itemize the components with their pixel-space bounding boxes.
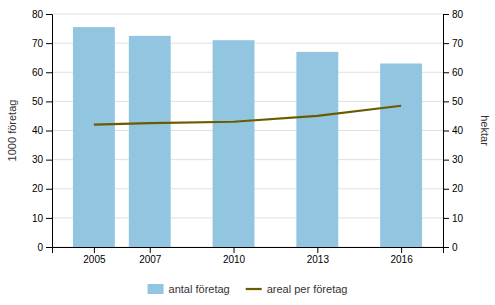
plot: 2005200720102013201601020304050607080010…: [6, 9, 491, 265]
tick-label: 2013: [307, 254, 330, 265]
chart: 2005200720102013201601020304050607080010…: [0, 0, 495, 305]
tick-mark: [46, 247, 52, 248]
tick: 30: [32, 154, 52, 165]
grid-line: [52, 14, 443, 15]
tick-label: 10: [452, 213, 464, 224]
tick: 2005: [83, 247, 106, 265]
bar: [73, 27, 115, 247]
axis-line: [444, 15, 450, 248]
y2-axis-title: hektar: [479, 115, 491, 146]
tick: 2013: [307, 247, 330, 265]
tick: 0: [37, 242, 52, 253]
tick-mark: [46, 131, 52, 132]
tick-mark: [443, 72, 449, 73]
tick-label: 40: [452, 125, 464, 136]
bar: [380, 64, 422, 247]
bar: [296, 52, 338, 247]
tick: 10: [443, 213, 464, 224]
y-axis-title: 1000 företag: [6, 100, 18, 162]
tick-mark: [443, 43, 449, 44]
legend-label: areal per företag: [267, 283, 348, 295]
tick-mark: [443, 131, 449, 132]
tick: 0: [443, 242, 458, 253]
tick-label: 50: [32, 96, 44, 107]
tick-mark: [443, 160, 449, 161]
tick-label: 0: [452, 242, 458, 253]
tick-mark: [46, 14, 52, 15]
tick-label: 80: [32, 9, 44, 20]
bar: [213, 40, 255, 247]
axis-line: [46, 15, 53, 248]
tick-mark: [443, 247, 449, 248]
tick-mark: [46, 72, 52, 73]
tick-mark: [94, 247, 95, 253]
x-axis: 2005 2007 2010 2013 2016: [53, 247, 444, 265]
legend: antal företag areal per företag: [148, 283, 348, 295]
tick-label: 50: [452, 96, 464, 107]
tick-mark: [150, 247, 151, 253]
tick-label: 10: [32, 213, 44, 224]
axis-line: [53, 248, 444, 254]
tick-label: 30: [452, 154, 464, 165]
tick-label: 40: [32, 125, 44, 136]
tick-label: 2016: [390, 254, 413, 265]
tick-mark: [401, 247, 402, 253]
legend-swatch: [148, 284, 164, 294]
tick-label: 60: [452, 67, 464, 78]
line: [94, 106, 401, 125]
tick-label: 20: [32, 183, 44, 194]
tick: 30: [443, 154, 464, 165]
tick: 40: [443, 125, 464, 136]
legend-item: areal per företag: [246, 283, 348, 295]
tick: 20: [32, 183, 52, 194]
legend-swatch: [246, 288, 262, 290]
bar: [129, 36, 171, 247]
tick-mark: [443, 101, 449, 102]
tick: 70: [443, 38, 464, 49]
tick-mark: [46, 160, 52, 161]
tick-mark: [46, 189, 52, 190]
tick-label: 20: [452, 183, 464, 194]
tick-label: 2005: [83, 254, 106, 265]
y-axis: 0 10 20 30 40 50 60 70 80: [32, 9, 53, 253]
tick: 50: [443, 96, 464, 107]
grid: [52, 14, 443, 247]
tick: 20: [443, 183, 464, 194]
tick-label: 2010: [223, 254, 246, 265]
tick: 40: [32, 125, 52, 136]
tick: 70: [32, 38, 52, 49]
tick-mark: [443, 189, 449, 190]
y2-axis: 0 10 20 30 40 50 60 70 80: [443, 9, 464, 253]
tick-mark: [234, 247, 235, 253]
tick-mark: [46, 43, 52, 44]
tick-label: 30: [32, 154, 44, 165]
tick-label: 70: [32, 38, 44, 49]
tick-label: 0: [37, 242, 43, 253]
tick: 2007: [139, 247, 162, 265]
tick: 60: [32, 67, 52, 78]
marks: [73, 27, 422, 247]
tick-label: 80: [452, 9, 464, 20]
tick-mark: [46, 218, 52, 219]
tick: 50: [32, 96, 52, 107]
tick: 80: [32, 9, 52, 20]
tick-label: 70: [452, 38, 464, 49]
tick-mark: [46, 101, 52, 102]
legend-label: antal företag: [169, 283, 230, 295]
tick: 10: [32, 213, 52, 224]
tick-mark: [443, 14, 449, 15]
tick-label: 60: [32, 67, 44, 78]
tick: 2016: [390, 247, 413, 265]
tick: 60: [443, 67, 464, 78]
tick: 80: [443, 9, 464, 20]
tick-label: 2007: [139, 254, 162, 265]
legend-item: antal företag: [148, 283, 230, 295]
tick-mark: [317, 247, 318, 253]
tick: 2010: [223, 247, 246, 265]
tick-mark: [443, 218, 449, 219]
